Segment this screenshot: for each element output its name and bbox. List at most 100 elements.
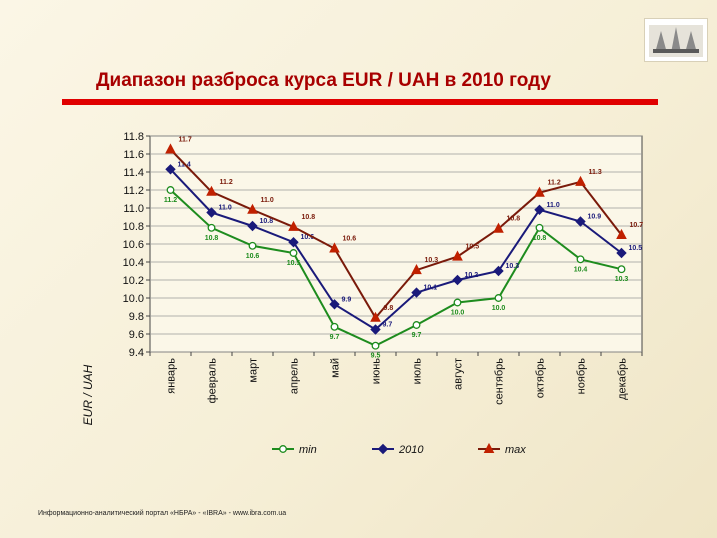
x-tick-label: август bbox=[453, 358, 465, 390]
point-2010 bbox=[616, 247, 627, 259]
data-label-max: 11.2 bbox=[548, 180, 561, 187]
data-label-max: 10.7 bbox=[630, 222, 644, 229]
data-label-2010: 10.2 bbox=[465, 272, 479, 279]
logo bbox=[644, 18, 708, 62]
point-min bbox=[330, 322, 339, 331]
data-label-max: 11.0 bbox=[261, 197, 274, 204]
x-tick-label: октябрь bbox=[535, 358, 547, 398]
y-tick-label: 11.4 bbox=[123, 167, 144, 179]
data-label-2010: 10.5 bbox=[629, 245, 643, 252]
data-label-min: 10.4 bbox=[574, 266, 588, 273]
point-2010 bbox=[329, 299, 340, 310]
data-label-2010: 10.9 bbox=[588, 214, 602, 221]
data-label-min: 10.8 bbox=[205, 235, 219, 242]
point-min bbox=[576, 255, 585, 264]
point-2010 bbox=[288, 236, 299, 248]
point-max bbox=[370, 311, 381, 322]
x-tick-label: ноябрь bbox=[576, 358, 588, 395]
series-line-min bbox=[169, 189, 622, 347]
data-label-min: 9.5 bbox=[371, 353, 381, 360]
data-label-2010: 10.1 bbox=[424, 285, 438, 292]
page-title: Диапазон разброса курса EUR / UAH в 2010… bbox=[96, 70, 551, 91]
title-underline bbox=[62, 99, 658, 105]
y-tick-label: 10.2 bbox=[123, 275, 144, 287]
footer-text: Информационно-аналитический портал «НБРА… bbox=[38, 510, 287, 517]
y-tick-label: 11.6 bbox=[123, 149, 144, 161]
data-label-2010: 10.6 bbox=[301, 234, 315, 241]
data-label-max: 11.3 bbox=[589, 169, 602, 176]
legend-label-2010: 2010 bbox=[398, 444, 424, 456]
point-min bbox=[535, 223, 544, 232]
y-tick-label: 11.0 bbox=[123, 203, 144, 215]
data-label-min: 10.3 bbox=[615, 276, 629, 283]
point-max bbox=[206, 185, 217, 196]
x-tick-label: март bbox=[248, 358, 260, 383]
point-min bbox=[371, 341, 380, 350]
y-tick-label: 11.2 bbox=[123, 185, 144, 197]
point-2010 bbox=[575, 216, 586, 227]
y-tick-label: 10.6 bbox=[123, 239, 144, 251]
data-label-min: 10.5 bbox=[287, 260, 301, 267]
data-label-max: 11.2 bbox=[220, 179, 233, 186]
point-max bbox=[534, 186, 545, 197]
data-label-2010: 10.3 bbox=[506, 263, 520, 270]
data-label-min: 10.0 bbox=[492, 305, 506, 312]
point-max bbox=[575, 175, 586, 186]
point-min bbox=[289, 249, 298, 257]
x-tick-label: апрель bbox=[289, 358, 301, 394]
point-max bbox=[452, 250, 463, 261]
data-label-2010: 9.9 bbox=[342, 296, 352, 303]
point-2010 bbox=[370, 324, 381, 335]
series-line-max bbox=[169, 148, 623, 320]
y-tick-label: 10.4 bbox=[123, 257, 144, 269]
x-tick-label: сентябрь bbox=[494, 358, 506, 405]
legend-marker-max bbox=[483, 442, 495, 453]
data-label-max: 9.8 bbox=[384, 305, 394, 312]
y-axis-label: EUR / UAH bbox=[81, 364, 95, 425]
point-min bbox=[412, 321, 421, 329]
y-tick-label: 11.8 bbox=[123, 131, 144, 143]
y-tick-label: 9.8 bbox=[129, 311, 144, 323]
legend-marker-min bbox=[279, 445, 287, 453]
data-label-2010: 11.0 bbox=[547, 202, 560, 209]
x-tick-label: январь bbox=[166, 358, 178, 394]
point-min bbox=[166, 186, 175, 194]
y-tick-label: 10.8 bbox=[123, 221, 144, 233]
point-min bbox=[207, 223, 216, 232]
point-max bbox=[616, 228, 627, 239]
x-tick-label: июнь bbox=[371, 358, 383, 384]
point-min bbox=[617, 265, 626, 274]
data-label-min: 10.0 bbox=[451, 310, 465, 317]
point-max bbox=[329, 242, 340, 253]
point-2010 bbox=[165, 164, 176, 175]
legend-label-max: max bbox=[505, 444, 526, 456]
data-label-max: 11.7 bbox=[179, 137, 192, 144]
data-label-2010: 11.0 bbox=[219, 205, 232, 212]
x-tick-label: май bbox=[330, 358, 342, 378]
data-label-max: 10.3 bbox=[425, 257, 439, 264]
y-tick-label: 10.0 bbox=[123, 293, 144, 305]
point-min bbox=[494, 294, 503, 302]
point-min bbox=[248, 241, 257, 250]
data-label-min: 9.7 bbox=[412, 332, 422, 339]
data-label-2010: 10.8 bbox=[260, 218, 274, 225]
x-tick-label: июль bbox=[412, 358, 424, 385]
y-tick-label: 9.4 bbox=[129, 347, 144, 359]
y-tick-label: 9.6 bbox=[129, 329, 144, 341]
data-label-min: 9.7 bbox=[330, 334, 340, 341]
x-tick-label: декабрь bbox=[617, 358, 629, 400]
data-label-max: 10.8 bbox=[302, 214, 316, 221]
point-2010 bbox=[534, 204, 545, 216]
legend-marker-2010 bbox=[377, 443, 389, 455]
data-label-min: 11.2 bbox=[164, 197, 177, 204]
point-max bbox=[493, 222, 504, 233]
point-max bbox=[247, 203, 258, 214]
point-min bbox=[453, 298, 462, 307]
point-max bbox=[165, 143, 176, 154]
data-label-2010: 9.7 bbox=[383, 322, 393, 329]
legend-label-min: min bbox=[299, 444, 317, 456]
data-label-max: 10.8 bbox=[507, 216, 521, 223]
point-2010 bbox=[206, 207, 217, 218]
point-2010 bbox=[452, 274, 463, 286]
data-label-max: 10.5 bbox=[466, 244, 480, 251]
